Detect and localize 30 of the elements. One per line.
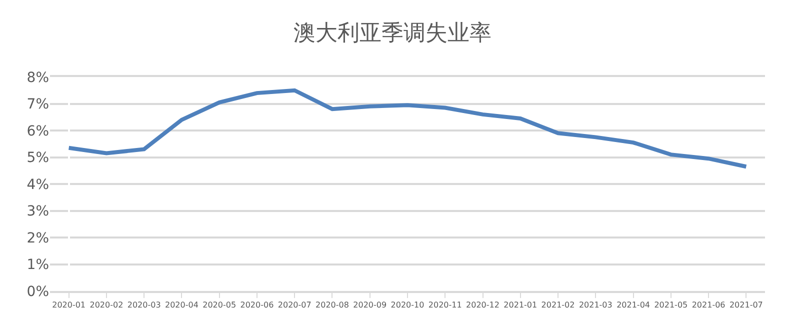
x-tick-label: 2021-01 (504, 300, 538, 310)
x-tick-label: 2020-01 (52, 300, 86, 310)
y-tick-label: 3% (26, 204, 49, 220)
x-tick-label: 2020-04 (164, 300, 198, 310)
x-tick-label: 2020-02 (90, 300, 124, 310)
y-tick-label: 4% (26, 176, 49, 193)
x-tick-label: 2021-04 (616, 300, 650, 310)
line-series (66, 88, 748, 169)
y-tick-label: 8% (26, 70, 49, 86)
y-tick-label: 5% (26, 150, 49, 166)
x-tick-label: 2021-02 (541, 300, 575, 310)
x-tick-label: 2020-11 (428, 300, 462, 310)
x-tick-label: 2020-07 (278, 300, 312, 310)
y-tick-label: 0% (26, 284, 49, 300)
x-tick-label: 2020-06 (240, 300, 274, 310)
y-tick-label: 1% (26, 257, 49, 274)
x-tick-label: 2021-03 (578, 300, 612, 310)
x-tick-label: 2020-09 (353, 300, 387, 310)
x-tick-label: 2021-07 (729, 300, 763, 310)
x-tick-label: 2020-08 (316, 300, 349, 310)
x-tick-label: 2020-12 (466, 300, 500, 310)
y-tick-label: 2% (26, 230, 49, 246)
x-tick-label: 2020-03 (127, 300, 161, 310)
x-tick-label: 2021-05 (654, 300, 688, 310)
y-tick-label: 6% (26, 123, 49, 140)
x-tick-label: 2020-05 (202, 300, 236, 310)
x-tick-label: 2021-06 (692, 300, 726, 310)
y-tick-label: 7% (26, 96, 49, 113)
x-tick-label: 2020-10 (390, 300, 424, 310)
chart-title: 澳大利亚季调失业率 (294, 21, 492, 46)
